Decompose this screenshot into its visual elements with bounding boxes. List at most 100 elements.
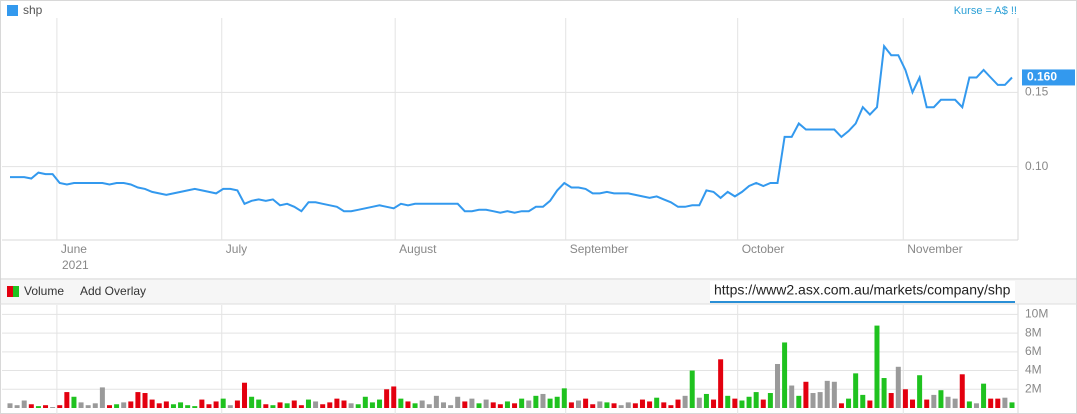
volume-bar <box>846 398 852 408</box>
volume-bar <box>668 405 674 408</box>
y-tick-label: 8M <box>1025 325 1042 339</box>
volume-bar <box>448 405 454 408</box>
volume-bar <box>50 407 56 408</box>
volume-bar <box>945 396 951 408</box>
volume-bar <box>966 401 972 408</box>
volume-bar <box>455 396 461 408</box>
volume-bar <box>85 405 91 408</box>
volume-bar <box>817 392 823 408</box>
volume-bar <box>782 342 788 408</box>
volume-bar <box>504 401 510 408</box>
volume-bar <box>263 404 269 408</box>
volume-bar <box>185 405 191 408</box>
volume-bar <box>988 398 994 408</box>
volume-bar <box>540 393 546 408</box>
x-tick-label: September <box>570 242 629 256</box>
volume-bar <box>675 399 681 408</box>
volume-bar <box>981 383 987 408</box>
volume-bar <box>106 405 112 408</box>
volume-bar <box>362 396 368 408</box>
volume-bar <box>334 398 340 408</box>
volume-bar <box>924 399 930 408</box>
volume-bar <box>78 402 84 408</box>
volume-bar <box>938 390 944 408</box>
volume-bar <box>227 405 233 408</box>
volume-bar <box>320 404 326 408</box>
volume-bar <box>888 393 894 408</box>
volume-bar <box>43 405 49 408</box>
marks: 0.160 <box>7 43 1075 408</box>
volume-bar <box>810 393 816 408</box>
volume-bar <box>512 403 518 408</box>
volume-bar <box>917 375 923 408</box>
volume-bar <box>583 398 589 408</box>
volume-bar <box>199 399 205 408</box>
volume-bar <box>284 403 290 408</box>
volume-bar <box>419 400 425 408</box>
volume-bar <box>618 405 624 408</box>
volume-bar <box>92 403 98 408</box>
add-overlay[interactable]: Add Overlay <box>80 284 146 298</box>
volume-bar <box>213 401 219 408</box>
url[interactable]: https://www2.asx.com.au/markets/company/… <box>714 282 1011 298</box>
year-label: 2021 <box>62 258 89 272</box>
volume-bar <box>256 399 262 408</box>
volume-bar <box>483 399 489 408</box>
volume-bar <box>860 394 866 408</box>
x-tick-label: June <box>61 242 87 256</box>
volume-bar <box>874 325 880 408</box>
grid: June July August September October November 0.… <box>2 18 1049 414</box>
y-tick-label: 10M <box>1025 307 1048 321</box>
legend-swatch <box>13 286 19 297</box>
volume-bar <box>789 385 795 408</box>
volume-bar <box>71 396 77 408</box>
volume-bar <box>412 403 418 408</box>
volume-bar <box>796 395 802 408</box>
volume-bar <box>462 401 468 408</box>
volume-bar <box>57 405 63 408</box>
legend-swatch <box>7 5 18 16</box>
volume-bar <box>902 389 908 408</box>
volume-bar <box>192 406 198 408</box>
volume-bar <box>220 398 226 408</box>
volume-bar <box>576 400 582 408</box>
volume-bar <box>647 401 653 408</box>
volume-bar <box>497 404 503 408</box>
volume-bar <box>270 405 276 408</box>
volume-bar <box>931 394 937 408</box>
volume-bar <box>206 404 212 408</box>
volume-bar <box>739 400 745 408</box>
volume-bar <box>398 398 404 408</box>
volume-bar <box>853 373 859 408</box>
volume-bar <box>732 398 738 408</box>
volume-bar <box>391 386 397 408</box>
volume-bar <box>305 399 311 408</box>
volume-bar <box>163 401 169 408</box>
volume-bar <box>774 363 780 408</box>
volume-bar <box>277 402 283 408</box>
volume-bar <box>881 378 887 408</box>
volume-bar <box>28 404 34 408</box>
volume-bar <box>433 395 439 408</box>
volume-bar <box>242 382 248 408</box>
volume-bar <box>753 392 759 408</box>
price-line <box>10 43 1013 214</box>
volume-bar <box>661 402 667 408</box>
volume-bar <box>327 402 333 408</box>
volume-bar <box>14 405 20 408</box>
volume-bar <box>348 403 354 408</box>
legend-swatch <box>7 286 13 297</box>
volume-bar <box>426 404 432 408</box>
volume-bar <box>590 404 596 408</box>
url-box[interactable] <box>710 281 1015 302</box>
currency-note: Kurse = A$ !! <box>954 5 1017 17</box>
volume-bar <box>952 398 958 408</box>
volume-bar <box>178 402 184 408</box>
volume-bar <box>632 403 638 408</box>
volume-bar <box>760 399 766 408</box>
volume-bar <box>64 392 70 408</box>
volume-bar <box>746 396 752 408</box>
volume-bar <box>142 393 148 408</box>
volume-bar <box>526 400 532 408</box>
x-tick-label: August <box>399 242 437 256</box>
